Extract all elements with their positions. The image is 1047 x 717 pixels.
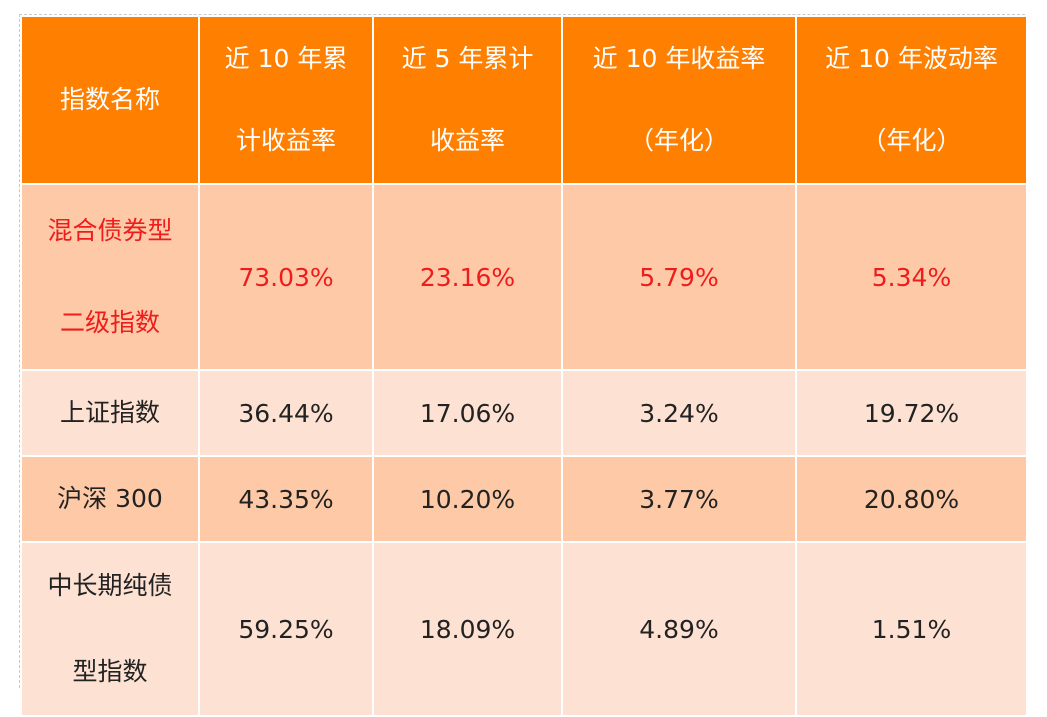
- header-text: （年化）: [861, 126, 962, 155]
- value-cell: 10.20%: [372, 455, 563, 543]
- index-name-text: 混合债券型: [47, 216, 173, 245]
- index-comparison-table: 指数名称 近 10 年累 计收益率 近 5 年累计 收益率 近 10 年收益率 …: [20, 15, 1028, 717]
- value-cell: 20.80%: [795, 455, 1028, 543]
- value-cell: 18.09%: [372, 541, 563, 717]
- index-name-cell: 混合债券型 二级指数: [20, 183, 200, 371]
- index-name-text: 沪深 300: [57, 484, 163, 513]
- header-text: 近 10 年收益率: [592, 44, 766, 73]
- value-cell: 17.06%: [372, 369, 563, 457]
- value-cell: 3.77%: [561, 455, 797, 543]
- index-name-cell: 上证指数: [20, 369, 200, 457]
- index-name-cell: 中长期纯债 型指数: [20, 541, 200, 717]
- table-row-mixed-bond-index: 混合债券型 二级指数 73.03% 23.16% 5.79% 5.34%: [20, 183, 1028, 371]
- index-comparison-table-container: 指数名称 近 10 年累 计收益率 近 5 年累计 收益率 近 10 年收益率 …: [19, 14, 1028, 717]
- value-cell: 5.79%: [561, 183, 797, 371]
- header-text: 近 5 年累计: [401, 44, 534, 73]
- value-cell: 43.35%: [198, 455, 374, 543]
- header-text: 计收益率: [235, 126, 336, 155]
- value-cell: 73.03%: [198, 183, 374, 371]
- table-row-medium-long-pure-bond-index: 中长期纯债 型指数 59.25% 18.09% 4.89% 1.51%: [20, 541, 1028, 717]
- header-text: 近 10 年波动率: [825, 44, 998, 73]
- header-10y-annualized-return: 近 10 年收益率 （年化）: [561, 15, 797, 185]
- table-row-shanghai-composite: 上证指数 36.44% 17.06% 3.24% 19.72%: [20, 369, 1028, 457]
- header-index-name: 指数名称: [20, 15, 200, 185]
- index-name-text: 上证指数: [59, 398, 160, 427]
- value-cell: 19.72%: [795, 369, 1028, 457]
- value-cell: 59.25%: [198, 541, 374, 717]
- header-row: 指数名称 近 10 年累 计收益率 近 5 年累计 收益率 近 10 年收益率 …: [20, 15, 1028, 185]
- index-name-text: 中长期纯债: [47, 571, 173, 600]
- header-text: （年化）: [628, 126, 729, 155]
- header-text: 指数名称: [59, 85, 160, 114]
- header-10y-annualized-volatility: 近 10 年波动率 （年化）: [795, 15, 1028, 185]
- value-cell: 3.24%: [561, 369, 797, 457]
- index-name-text: 型指数: [72, 657, 148, 686]
- value-cell: 5.34%: [795, 183, 1028, 371]
- value-cell: 1.51%: [795, 541, 1028, 717]
- value-cell: 36.44%: [198, 369, 374, 457]
- value-cell: 4.89%: [561, 541, 797, 717]
- header-5y-cumulative-return: 近 5 年累计 收益率: [372, 15, 563, 185]
- header-text: 近 10 年累: [224, 44, 348, 73]
- header-10y-cumulative-return: 近 10 年累 计收益率: [198, 15, 374, 185]
- header-text: 收益率: [429, 126, 505, 155]
- index-name-text: 二级指数: [59, 308, 160, 337]
- value-cell: 23.16%: [372, 183, 563, 371]
- table-row-csi-300: 沪深 300 43.35% 10.20% 3.77% 20.80%: [20, 455, 1028, 543]
- index-name-cell: 沪深 300: [20, 455, 200, 543]
